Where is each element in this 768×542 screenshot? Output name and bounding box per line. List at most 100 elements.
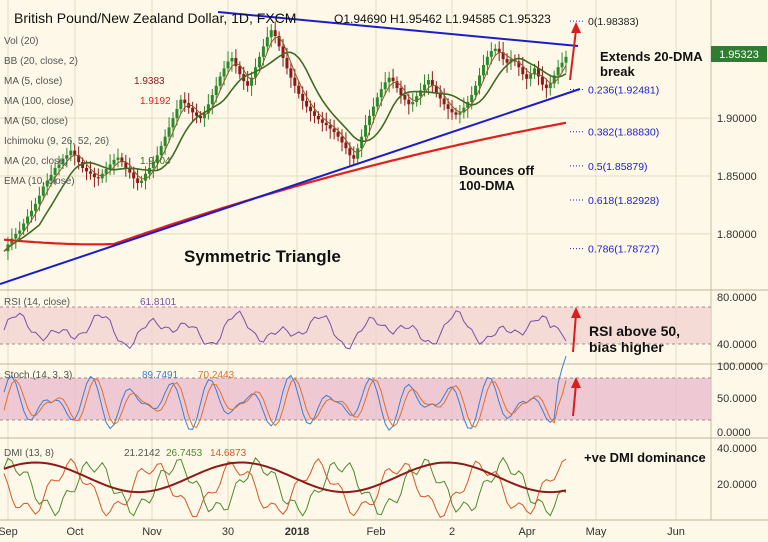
fib-label: 0.382(1.88830)	[588, 127, 659, 139]
candle-body	[371, 106, 375, 116]
candle-body	[470, 95, 474, 102]
last-price-label: 1.95323	[719, 49, 759, 61]
candle-body	[143, 173, 147, 181]
candle-body	[399, 88, 403, 96]
candle-body	[383, 82, 387, 90]
candle-body	[497, 48, 501, 53]
candle-body	[222, 68, 226, 77]
x-tick-label: Feb	[367, 526, 386, 538]
candle-body	[521, 67, 525, 75]
candle-body	[171, 118, 175, 128]
stoch-d-line	[3, 377, 567, 428]
time-axis: Sep Oct Nov 30 2018 Feb 2 Apr May Jun	[0, 526, 685, 538]
candle-body	[387, 77, 391, 83]
candle-body	[348, 148, 352, 156]
x-tick-label: Nov	[142, 526, 162, 538]
candle-body	[328, 125, 332, 129]
ichimoku-legend: Ichimoku (9, 26, 52, 26)	[4, 136, 109, 147]
candle-body	[556, 67, 560, 76]
bb-legend: BB (20, close, 2)	[4, 56, 78, 67]
candle-body	[458, 112, 462, 115]
arrow-stoch	[571, 377, 581, 417]
candle-body	[214, 85, 218, 96]
candle-body	[517, 61, 521, 68]
x-tick-label: Apr	[518, 526, 535, 538]
candle-body	[120, 157, 124, 163]
x-tick-label: May	[586, 526, 607, 538]
arrow-price	[569, 22, 581, 81]
candle-body	[446, 104, 450, 109]
candle-body	[560, 62, 564, 68]
extends-dma-note-line1: Extends 20-DMA	[600, 49, 703, 64]
candle-body	[250, 77, 254, 86]
candle-body	[18, 230, 22, 234]
candle-body	[261, 46, 265, 57]
candle-body	[159, 145, 163, 156]
candle-body	[230, 57, 234, 62]
candle-body	[360, 136, 364, 149]
horizontal-grid	[0, 117, 711, 235]
candle-body	[49, 174, 53, 181]
candle-body	[108, 164, 112, 170]
dmi-tick-20: 20.0000	[717, 479, 757, 491]
candle-body	[226, 61, 230, 69]
ma50-line	[3, 51, 567, 252]
candle-body	[379, 89, 383, 98]
candle-body	[375, 97, 379, 107]
rsi-note-line1: RSI above 50,	[589, 323, 680, 339]
candle-body	[493, 48, 497, 52]
candle-body	[552, 75, 556, 84]
rsi-tick-40: 40.0000	[717, 339, 757, 351]
extends-dma-note-line2: break	[600, 64, 635, 79]
candle-body	[210, 95, 214, 105]
candle-body	[533, 68, 537, 75]
chart-title: British Pound/New Zealand Dollar, 1D, FX…	[14, 10, 296, 26]
candle-body	[344, 142, 348, 149]
dmi-value-2: 26.7453	[166, 448, 203, 459]
candle-body	[155, 155, 159, 163]
candle-body	[112, 159, 116, 165]
x-tick-label: Sep	[0, 526, 18, 538]
candle-body	[167, 127, 171, 137]
candle-body	[332, 128, 336, 133]
candle-body	[45, 180, 49, 187]
candle-body	[289, 68, 293, 78]
vol-legend: Vol (20)	[4, 36, 38, 47]
candle-body	[234, 57, 238, 67]
candle-body	[454, 112, 458, 115]
candle-body	[466, 101, 470, 108]
candle-body	[529, 74, 533, 79]
ma20-value: 1.9404	[140, 156, 171, 167]
adx-line	[3, 461, 567, 494]
candle-body	[474, 85, 478, 96]
x-tick-label: 30	[222, 526, 234, 538]
candle-body	[540, 76, 544, 85]
candle-body	[85, 167, 89, 172]
fib-label: 0.618(1.82928)	[588, 195, 659, 207]
candle-body	[462, 107, 466, 113]
rsi-value: 61.8101	[140, 297, 177, 308]
fib-label: 0.5(1.85879)	[588, 161, 648, 173]
ma20-line	[3, 36, 567, 252]
candle-body	[367, 115, 371, 126]
candle-body	[411, 101, 415, 105]
candle-body	[175, 108, 179, 119]
candle-body	[116, 157, 120, 160]
candle-body	[202, 113, 206, 119]
candle-body	[450, 108, 454, 113]
dmi-value-3: 14.6873	[210, 448, 247, 459]
candle-body	[246, 81, 250, 86]
candle-body	[505, 59, 509, 63]
candle-body	[195, 112, 199, 116]
candle-body	[391, 77, 395, 82]
candle-body	[151, 162, 155, 168]
last-price-tag	[711, 46, 767, 62]
rsi-line	[3, 310, 567, 350]
candle-body	[257, 56, 261, 68]
candle-body	[124, 162, 128, 168]
y-tick-label: 1.90000	[717, 113, 757, 125]
lower-trendline	[0, 88, 581, 285]
price-axis: 1.80000 1.85000 1.90000	[717, 113, 757, 241]
candle-body	[415, 96, 419, 102]
